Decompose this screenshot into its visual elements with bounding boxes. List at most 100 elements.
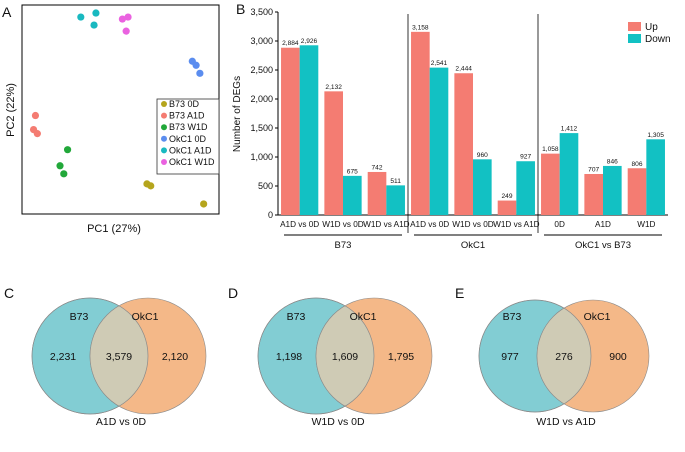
bar-up-5 [454,73,473,215]
bar-x-axis: A1D vs 0D W1D vs 0D W1D vs A1D A1D vs 0D W1D… [280,14,662,251]
bar-y-tick-label: 3,500 [250,7,273,17]
pca-point-okc1-0d-2 [192,61,200,69]
pca-legend-label: OkC1 0D [169,134,207,144]
bar-value-label: 511 [390,178,401,185]
bar-up-7 [541,153,560,215]
bar-down-7 [559,133,579,215]
venn-panel-c: C B73 OkC1 2,231 3,579 2,120 A1D vs 0D [4,285,207,428]
pca-legend-box [156,98,220,175]
pca-point-okc1-w1d-2 [124,13,132,21]
venn-count-b73-only: 1,198 [276,351,302,363]
venn-label-b73: B73 [70,311,89,323]
pca-legend-marker [161,124,167,131]
bar-y-tick-label: 0 [268,210,273,220]
panel-b-ylabel: Number of DEGs [232,76,243,152]
panel-b-letter: B [236,1,245,17]
bar-value-label: 1,305 [647,132,664,139]
venn-panel-letter: D [228,285,238,301]
pca-legend-marker [161,147,167,154]
bar-category-label: 0D [554,220,565,229]
venn-label-okc1: OkC1 [132,311,159,323]
pca-point-b73-0d-2 [147,182,155,190]
bar-up-1 [281,47,300,216]
venn-outline-b73 [257,297,375,415]
pca-points [29,9,208,208]
bar-value-label: 960 [477,152,488,159]
pca-legend-label: B73 0D [169,99,200,109]
venn-overlap-region [315,298,374,414]
bar-category-label: W1D vs A1D [363,220,409,229]
bar-down-1 [299,45,319,216]
bar-value-label: 2,884 [282,40,299,47]
venn-outline-b73 [478,299,592,413]
bar-down-8 [603,165,622,215]
pca-point-okc1-w1d-3 [122,27,130,35]
bar-value-label: 927 [520,154,531,161]
pca-legend-marker [161,159,167,165]
bar-value-label: 2,541 [431,60,448,67]
venn-count-overlap: 276 [555,351,573,363]
venn-label-okc1: OkC1 [350,311,377,323]
panel-a-letter: A [2,4,12,20]
venn-caption: A1D vs 0D [96,416,147,428]
panel-a-xlabel: PC1 (27%) [87,223,141,235]
bar-down-6 [516,161,535,215]
bar-marks: 2,884 2,926 2,132 675 742 511 3,158 2,541 2,444 9… [281,24,665,216]
bar-group-label: B73 [335,240,352,251]
bar-group-label: OkC1 [461,240,485,251]
venn-panel-letter: C [4,285,14,301]
bar-value-label: 846 [607,158,618,165]
bar-down-9 [646,139,665,215]
pca-point-b73-w1d-2 [56,162,64,170]
bar-legend-label-down: Down [645,34,671,45]
venn-outline-b73 [31,297,149,415]
bar-category-label: A1D vs 0D [280,220,319,229]
pca-point-b73-w1d-3 [60,170,68,178]
pca-point-okc1-a1d-2 [92,9,100,17]
bar-y-tick-label: 2,500 [250,65,273,75]
bar-y-tick-label: 1,000 [250,152,273,162]
pca-legend-label: OkC1 W1D [169,157,215,167]
bar-category-label: W1D vs A1D [493,220,539,229]
bar-category-label: W1D vs 0D [452,220,493,229]
venn-count-okc1-only: 900 [609,351,627,363]
bar-category-label: W1D vs 0D [322,220,363,229]
bar-y-tick-label: 2,000 [250,94,273,104]
bar-value-label: 707 [588,166,599,173]
bar-down-5 [473,159,492,215]
venn-count-b73-only: 977 [501,351,519,363]
bar-up-9 [627,168,647,215]
pca-point-okc1-w1d-1 [118,15,126,23]
panel-a-ylabel: PC2 (22%) [5,83,17,137]
pca-point-b73-0d-3 [200,200,208,208]
pca-point-b73-a1d-3 [33,130,41,138]
venn-caption: W1D vs 0D [311,416,365,428]
venn-label-okc1: OkC1 [584,311,611,323]
venn-panel-e: E B73 OkC1 977 276 900 W1D vs A1D [455,285,650,428]
bar-legend-swatch-up [628,22,641,31]
venn-count-overlap: 1,609 [332,351,358,363]
pca-point-okc1-a1d-1 [77,13,85,21]
pca-legend-label: B73 W1D [169,122,208,132]
bar-group-label: OkC1 vs B73 [575,240,631,251]
bar-value-label: 742 [372,164,383,171]
venn-count-b73-only: 2,231 [50,351,76,363]
bar-up-4 [411,31,430,216]
pca-point-okc1-a1d-3 [90,21,98,29]
pca-legend-marker [161,112,167,119]
bar-value-label: 1,058 [542,146,559,153]
pca-legend-label: B73 A1D [169,111,205,121]
bar-value-label: 2,444 [455,66,472,73]
bar-down-3 [386,185,405,215]
bar-legend-label-up: Up [645,22,658,33]
bar-y-tick-label: 1,500 [250,123,273,133]
bar-category-label: W1D [637,220,655,229]
pca-legend-marker [161,135,167,142]
venn-caption: W1D vs A1D [536,416,596,428]
bar-value-label: 249 [502,193,513,200]
bar-value-label: 675 [347,168,358,175]
bar-up-8 [584,173,603,215]
pca-legend-marker [161,101,167,107]
